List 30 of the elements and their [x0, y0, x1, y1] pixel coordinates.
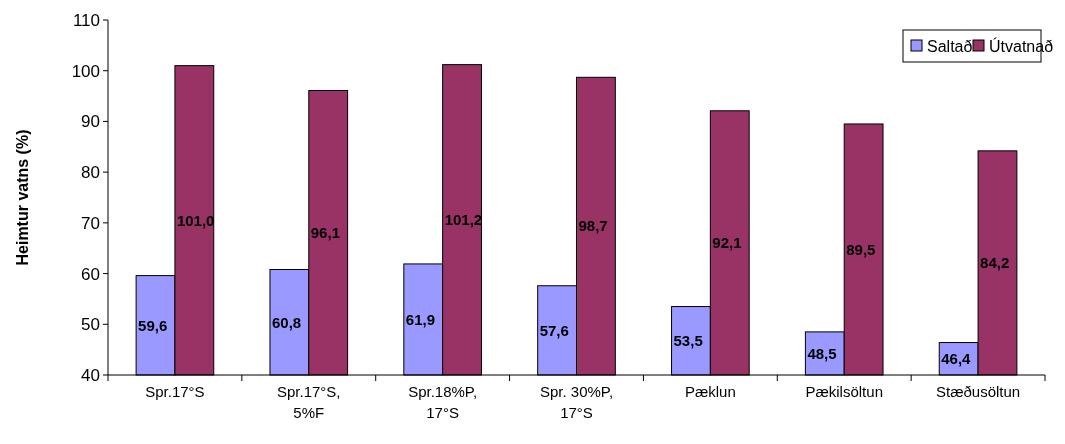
data-label: 57,6 — [539, 321, 569, 339]
data-label: 96,1 — [310, 224, 340, 241]
y-tick-label: 110 — [72, 10, 100, 30]
x-tick-label: Spr.18%P, 17°S — [408, 383, 478, 421]
legend-label: Saltað — [927, 37, 973, 55]
y-tick-label: 90 — [81, 112, 100, 132]
y-tick-label: 80 — [81, 163, 100, 183]
data-label: 60,8 — [271, 313, 302, 331]
x-tick-label: Spr.17°S, 5%F — [277, 383, 341, 421]
data-label: 48,5 — [807, 344, 837, 362]
data-label: 84,2 — [980, 254, 1010, 272]
data-label: 59,6 — [138, 316, 168, 334]
legend-label: Útvatnað — [989, 36, 1054, 55]
x-tick-label: Pæklun — [684, 383, 736, 400]
y-tick-label: 50 — [81, 315, 100, 335]
data-label: 61,9 — [405, 310, 436, 328]
data-label: 46,4 — [941, 350, 972, 368]
x-tick-label: Spr. 30%P, 17°S — [539, 383, 614, 421]
data-label: 53,5 — [673, 332, 703, 350]
y-tick-label: 100 — [71, 61, 100, 81]
data-label: 89,5 — [846, 240, 876, 258]
y-tick-label: 60 — [81, 264, 100, 284]
y-tick-label: 70 — [81, 213, 100, 233]
y-tick-label: 40 — [81, 365, 100, 385]
x-tick-label: Pækilsöltun — [805, 383, 883, 400]
data-label: 98,7 — [578, 217, 608, 235]
x-tick-label: Spr.17°S — [145, 383, 205, 400]
x-tick-label: Stæðusöltun — [935, 383, 1021, 400]
y-axis-title: Heimtur vatns (%) — [14, 129, 31, 266]
data-label: 92,1 — [712, 234, 742, 252]
